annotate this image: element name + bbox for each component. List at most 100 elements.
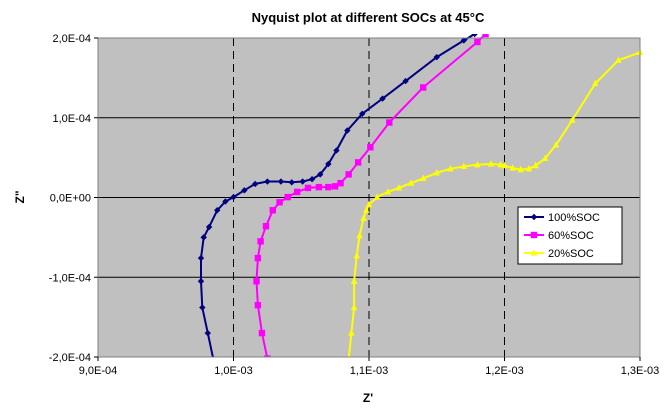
data-point [420,84,427,91]
y-axis-label: Z" [13,190,27,203]
data-point [293,188,301,196]
grid-lines [98,38,640,357]
data-point [214,207,221,214]
data-point [360,214,367,221]
data-point [509,164,516,171]
data-point [222,198,229,205]
data-point [460,162,468,169]
data-point [532,161,539,169]
legend-label: 100%SOC [548,212,600,224]
data-point [197,254,205,262]
data-point [304,184,312,192]
data-point [420,174,427,181]
legend-swatch-marker [530,249,538,256]
x-tick-label: 1,3E-03 [621,365,660,377]
data-point [254,254,262,262]
data-point [386,119,393,126]
data-point [592,79,599,87]
data-point [257,238,264,245]
data-point [254,301,262,309]
data-point [471,34,478,38]
series-0 [197,34,478,357]
data-point [474,161,481,168]
data-point [325,160,332,168]
data-point [204,329,211,337]
data-point [241,187,248,194]
y-tick-label: 2,0E-04 [52,33,91,45]
legend-label: 20%SOC [548,248,594,260]
data-point [345,171,352,178]
data-point [474,38,481,46]
data-point [615,56,622,63]
y-tick-label: 1,0E-04 [52,113,91,125]
data-point [359,110,366,117]
data-point [497,161,504,168]
data-point [205,223,213,231]
series-2 [347,48,644,357]
data-point [384,188,392,195]
data-point [541,154,549,162]
data-point [333,147,340,154]
data-point [356,231,363,239]
legend: 100%SOC 60%SOC 20%SOC [517,206,623,265]
data-point [354,159,362,166]
data-point [331,183,339,190]
data-point [253,278,260,285]
chart-title: Nyquist plot at different SOCs at 45°C [252,10,485,25]
data-point [460,37,468,44]
data-point [199,304,206,311]
legend-label: 60%SOC [548,230,594,242]
data-point [501,161,508,169]
data-point [402,77,409,85]
data-point [482,34,489,38]
data-point [262,223,270,230]
tick-labels: 9,0E-04 1,0E-03 1,1E-03 1,2E-03 1,3E-03 -2,0E… [49,33,659,377]
series-layer [197,34,644,357]
data-point [569,116,576,123]
data-point [276,199,283,206]
data-point [447,164,454,172]
data-point [353,251,361,259]
x-tick-label: 9,0E-04 [79,365,118,377]
data-point [367,144,374,151]
data-point [552,141,560,148]
data-point [517,165,524,173]
data-point [487,160,495,167]
data-point [288,179,295,186]
data-point [264,178,271,185]
data-point [395,184,403,191]
data-point [348,329,355,336]
data-point [277,178,285,185]
series-1 [253,34,489,357]
legend-swatch-marker [530,231,538,239]
data-point [251,180,259,188]
data-point [258,329,266,337]
data-point [350,277,358,284]
data-point [350,303,358,311]
data-point [269,207,276,214]
data-point [315,183,323,191]
data-point [433,53,440,61]
data-point [200,234,207,241]
data-point [379,95,386,102]
data-point [344,127,351,134]
legend-swatch-marker [530,213,538,221]
x-axis-label: Z' [363,391,373,405]
data-point [230,193,237,201]
data-point [299,178,306,185]
data-point [284,193,291,201]
data-point [308,175,316,183]
x-tick-label: 1,2E-03 [485,365,524,377]
data-point [337,179,344,187]
data-point [407,179,415,186]
data-point [433,168,440,176]
y-tick-label: -2,0E-04 [49,352,91,364]
x-tick-label: 1,0E-03 [214,365,253,377]
data-point [317,171,324,178]
data-point [365,200,373,208]
y-tick-label: 0,0E+00 [50,193,91,205]
data-point [197,278,205,285]
y-tick-label: -1,0E-04 [49,272,91,284]
